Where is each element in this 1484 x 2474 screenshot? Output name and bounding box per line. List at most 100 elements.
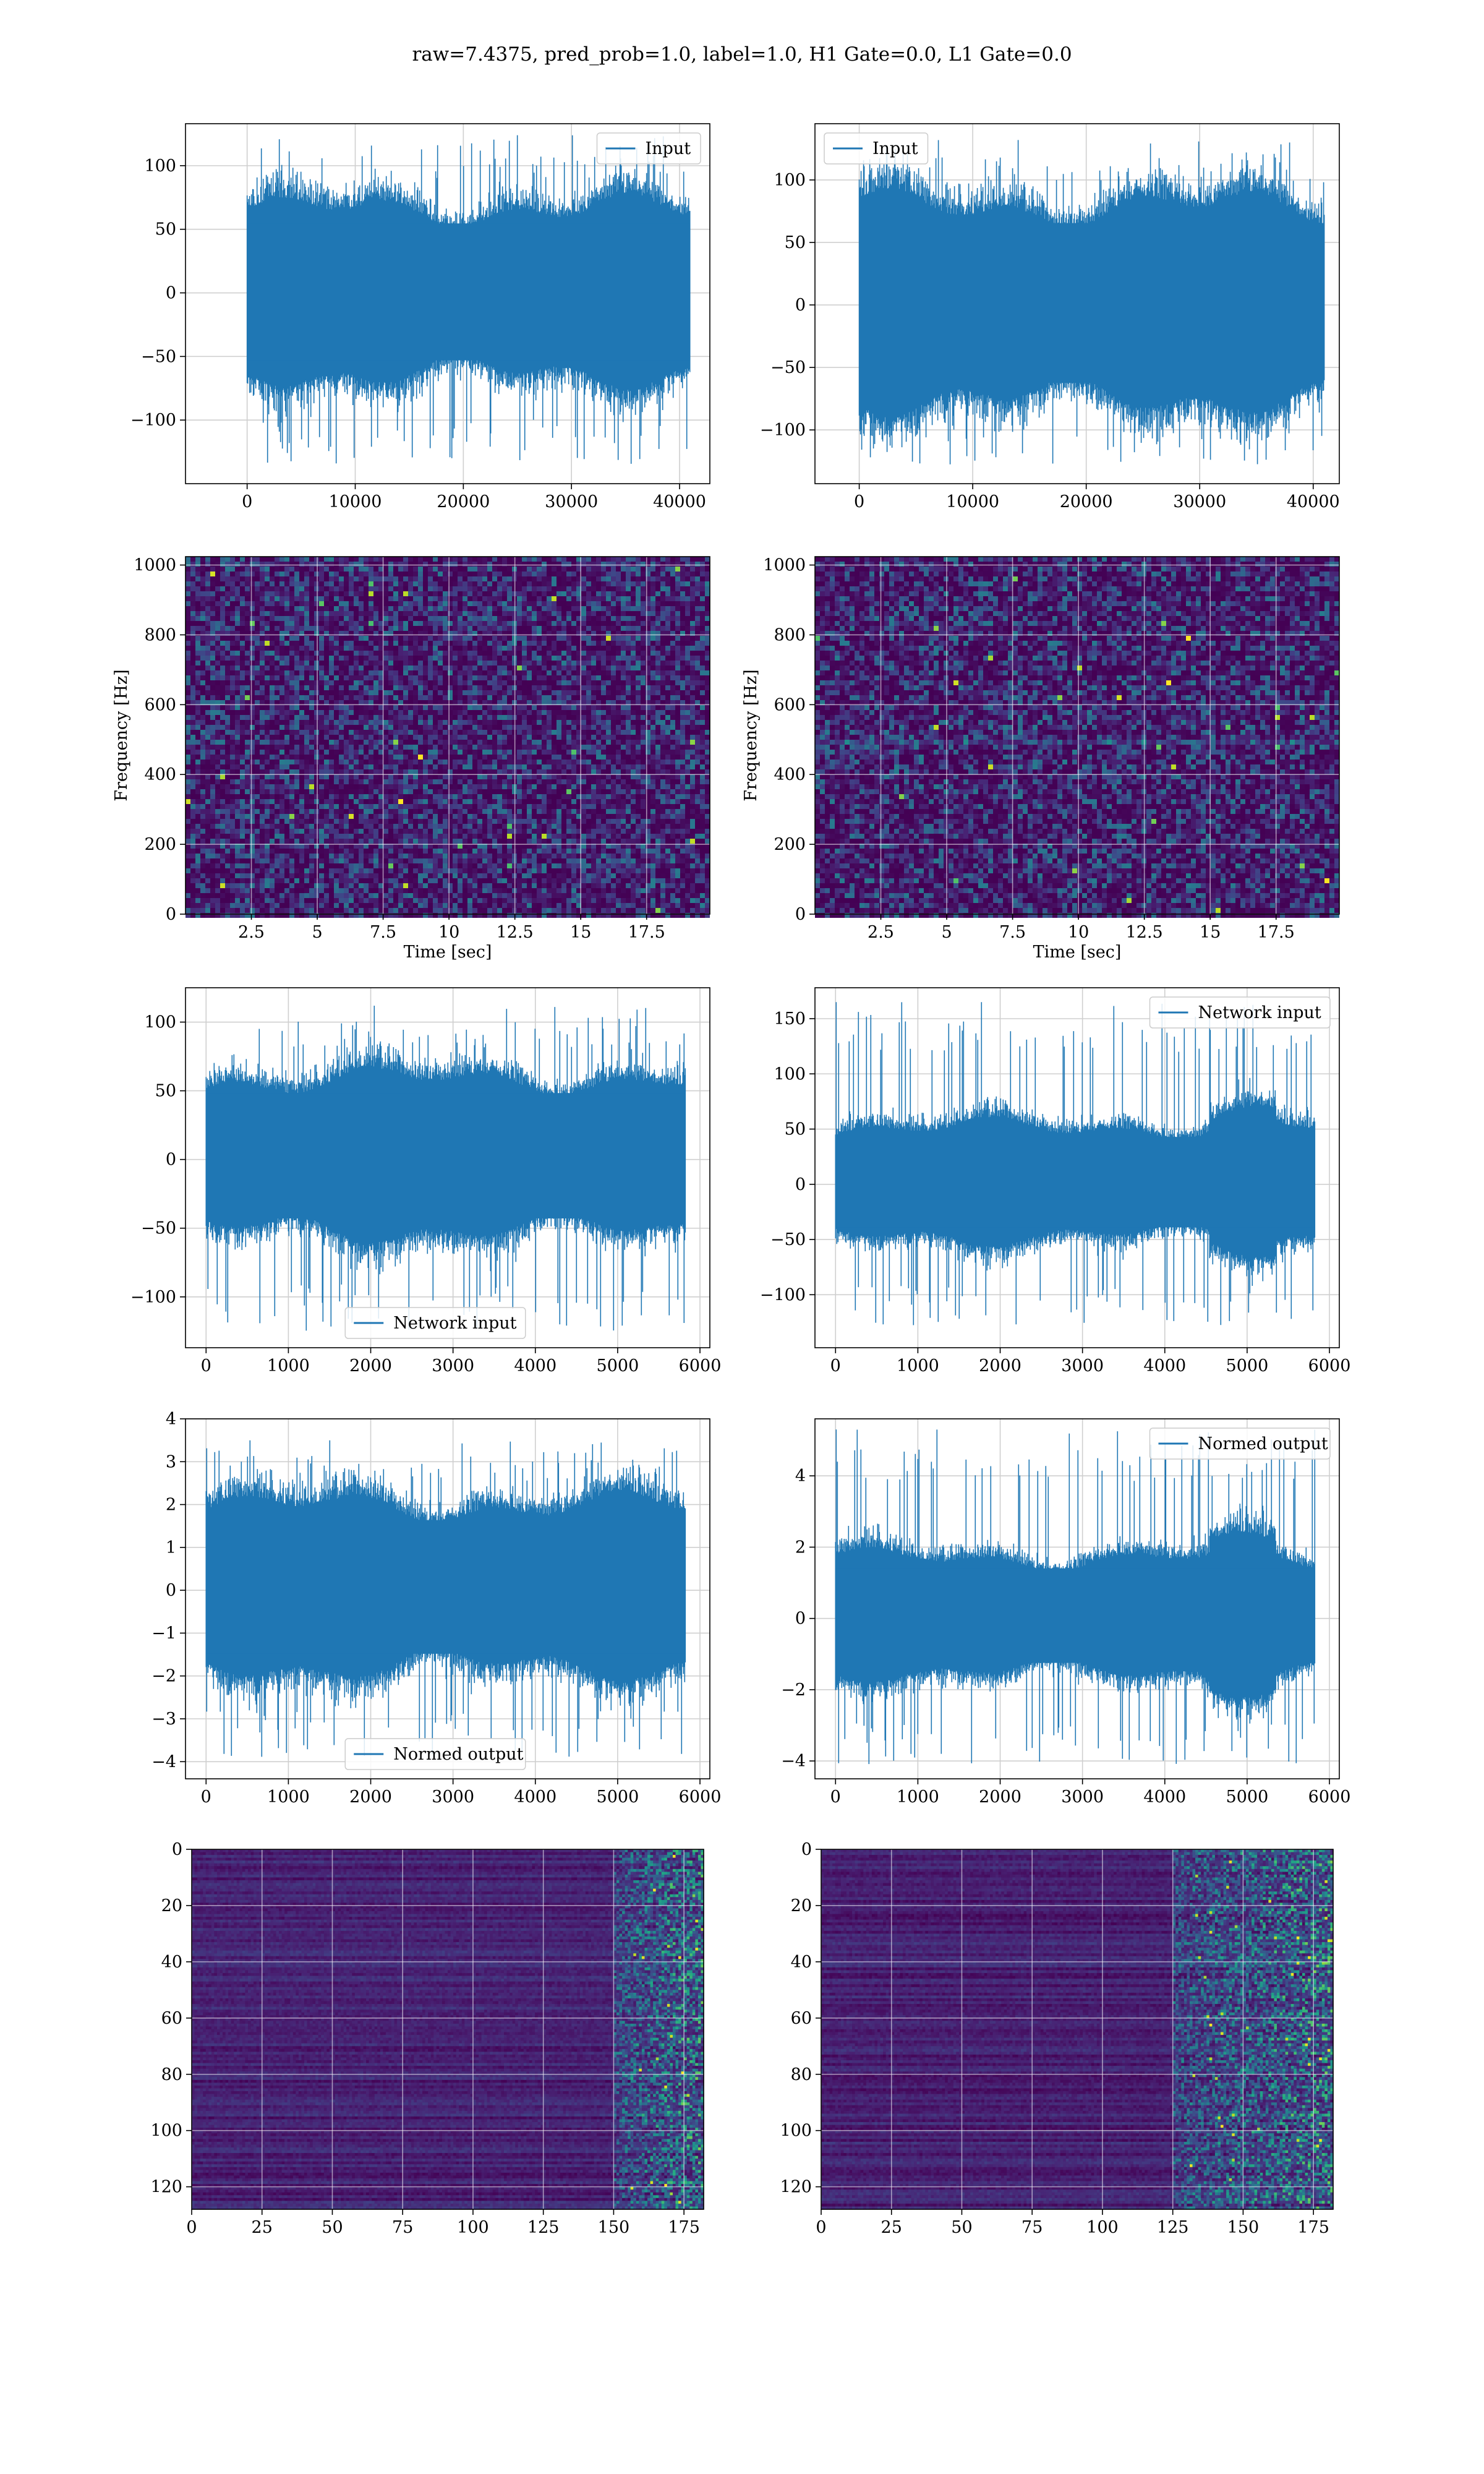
y-tick-label: 20 — [791, 1896, 812, 1915]
x-tick-label: 125 — [1157, 2218, 1189, 2237]
legend-label: Normed output — [1198, 1434, 1328, 1453]
x-tick-label: 10 — [1068, 923, 1089, 942]
y-tick-label: 100 — [144, 1013, 176, 1032]
series-core-band — [206, 1520, 685, 1654]
x-tick-label: 7.5 — [370, 923, 396, 942]
y-tick-label: 400 — [144, 765, 176, 784]
x-tick-label: 150 — [598, 2218, 630, 2237]
y-tick-label: 100 — [150, 2121, 182, 2141]
x-tick-label: 3000 — [1061, 1787, 1104, 1807]
y-tick-label: −50 — [141, 347, 176, 366]
x-tick-label: 5000 — [1226, 1787, 1269, 1807]
x-tick-label: 4000 — [1143, 1787, 1186, 1807]
y-axis-label: Frequency [Hz] — [741, 669, 761, 801]
x-tick-label: 50 — [322, 2218, 343, 2237]
x-tick-label: 10 — [438, 923, 459, 942]
x-tick-label: 20000 — [1060, 492, 1113, 511]
x-tick-label: 0 — [201, 1787, 211, 1807]
y-tick-label: 50 — [155, 1082, 176, 1101]
y-tick-label: 0 — [166, 1150, 176, 1170]
y-tick-label: 100 — [774, 171, 806, 190]
y-axis-label: Frequency [Hz] — [112, 669, 131, 801]
y-tick-label: 100 — [144, 156, 176, 176]
y-tick-label: 0 — [166, 905, 176, 924]
x-tick-label: 1000 — [897, 1787, 939, 1807]
x-tick-label: 1000 — [897, 1356, 939, 1376]
y-tick-label: 0 — [795, 905, 806, 924]
legend: Normed output — [1150, 1428, 1331, 1459]
panel-h1-spectrogram: 2.5 5 7.5 10 12.5 15 17.502004006008001000Time… — [112, 556, 710, 962]
y-tick-label: 60 — [161, 2009, 182, 2028]
x-tick-label: 7.5 — [999, 923, 1026, 942]
legend-label: Network input — [1198, 1003, 1321, 1022]
y-tick-label: −4 — [151, 1752, 176, 1771]
spectrogram-cells — [186, 557, 710, 918]
y-tick-label: 800 — [144, 625, 176, 644]
y-tick-label: −2 — [151, 1667, 176, 1686]
y-tick-label: 1000 — [763, 556, 806, 575]
feature-map-cells — [192, 1849, 704, 2210]
x-tick-label: 4000 — [1143, 1356, 1186, 1376]
x-tick-label: 100 — [1086, 2218, 1119, 2237]
series-core-band — [859, 223, 1324, 383]
y-tick-label: 4 — [166, 1410, 176, 1429]
x-tick-label: 25 — [252, 2218, 273, 2237]
x-tick-label: 0 — [242, 492, 252, 511]
y-tick-label: −50 — [141, 1219, 176, 1238]
x-axis-label: Time [sec] — [1033, 943, 1122, 962]
y-tick-label: 2 — [795, 1538, 806, 1557]
x-tick-label: 25 — [881, 2218, 902, 2237]
y-tick-label: 60 — [791, 2009, 812, 2028]
y-tick-label: 0 — [795, 296, 806, 315]
y-tick-label: 20 — [161, 1896, 182, 1915]
legend-label: Input — [646, 139, 691, 158]
x-tick-label: 175 — [668, 2218, 700, 2237]
y-tick-label: 100 — [774, 1064, 806, 1084]
x-tick-label: 15 — [1200, 923, 1221, 942]
y-tick-label: 100 — [780, 2121, 812, 2141]
y-tick-label: 120 — [150, 2178, 182, 2197]
legend-label: Normed output — [393, 1745, 523, 1764]
x-tick-label: 100 — [457, 2218, 489, 2237]
x-tick-label: 4000 — [514, 1787, 556, 1807]
y-tick-label: 40 — [161, 1953, 182, 1972]
y-tick-label: 4 — [795, 1466, 806, 1486]
x-tick-label: 2000 — [979, 1356, 1021, 1376]
x-tick-label: 75 — [392, 2218, 413, 2237]
x-tick-label: 30000 — [545, 492, 598, 511]
y-tick-label: 40 — [791, 1953, 812, 1972]
y-tick-label: 50 — [785, 1120, 806, 1139]
y-tick-label: 0 — [166, 284, 176, 303]
x-tick-label: 150 — [1227, 2218, 1260, 2237]
y-tick-label: 200 — [774, 835, 806, 854]
x-tick-label: 10000 — [329, 492, 382, 511]
y-tick-label: −100 — [130, 411, 176, 430]
y-tick-label: 50 — [155, 220, 176, 239]
y-tick-label: 800 — [774, 625, 806, 644]
x-tick-label: 5 — [941, 923, 952, 942]
y-tick-label: 1000 — [134, 556, 176, 575]
series-core-band — [835, 1137, 1315, 1227]
x-tick-label: 17.5 — [1258, 923, 1295, 942]
panel-l1-network-input: 0 1000 2000 3000 4000 5000 6000−100−5005010015… — [760, 988, 1351, 1376]
x-tick-label: 2.5 — [238, 923, 265, 942]
y-tick-label: 1 — [166, 1538, 176, 1557]
feature-map-cells — [821, 1849, 1334, 2210]
x-tick-label: 6000 — [1308, 1787, 1351, 1807]
x-tick-label: 5000 — [1226, 1356, 1269, 1376]
x-tick-label: 2000 — [349, 1356, 392, 1376]
x-tick-label: 5 — [312, 923, 322, 942]
series-core-band — [835, 1569, 1315, 1663]
x-tick-label: 10000 — [946, 492, 999, 511]
y-tick-label: −100 — [760, 1285, 806, 1304]
x-tick-label: 1000 — [267, 1356, 310, 1376]
x-tick-label: 2000 — [979, 1787, 1021, 1807]
y-tick-label: 150 — [774, 1009, 806, 1029]
x-tick-label: 4000 — [514, 1356, 556, 1376]
x-tick-label: 0 — [830, 1356, 841, 1376]
x-tick-label: 50 — [951, 2218, 972, 2237]
legend-label: Network input — [393, 1314, 516, 1333]
